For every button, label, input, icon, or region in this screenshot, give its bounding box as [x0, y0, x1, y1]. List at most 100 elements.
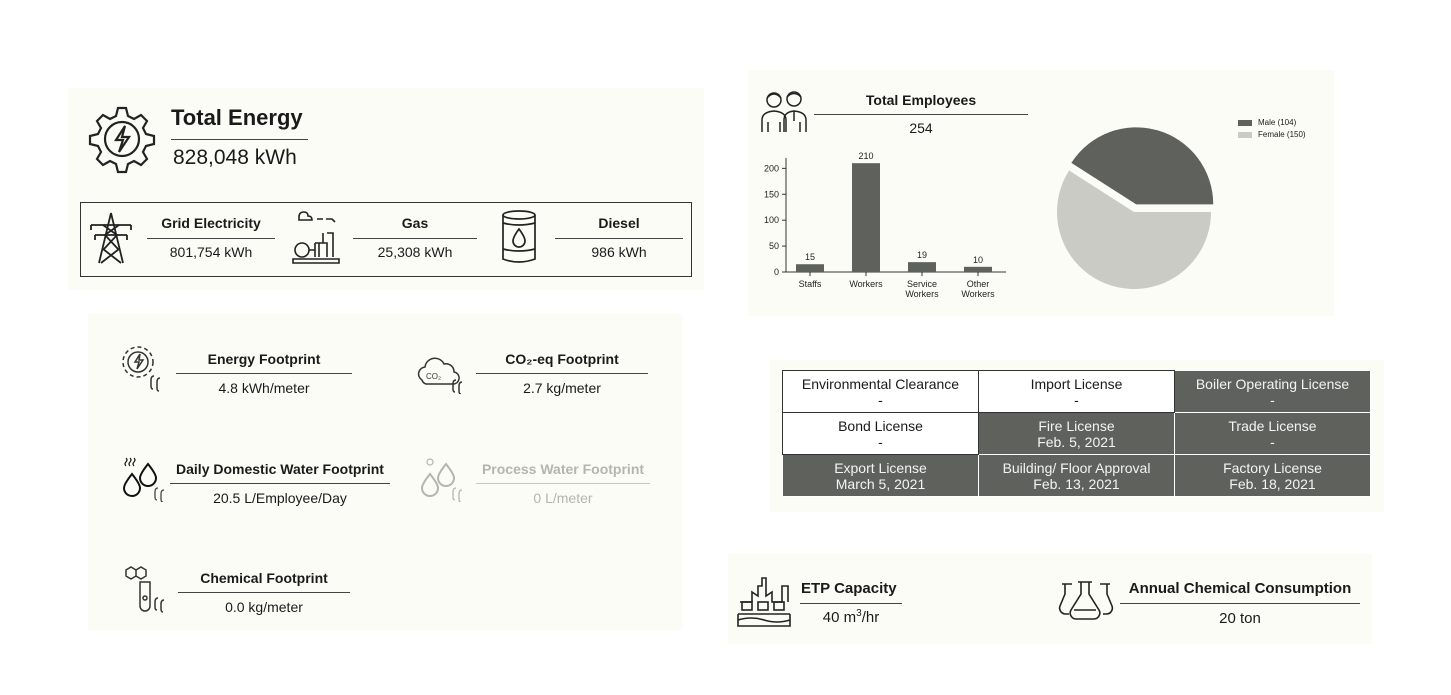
co2-footprint-label: CO₂-eq Footprint: [505, 351, 619, 367]
license-cell: Fire License Feb. 5, 2021: [978, 412, 1175, 455]
chemical-footprint-icon: [125, 566, 165, 613]
grid-electricity-rule: [147, 238, 275, 239]
etp-capacity-label: ETP Capacity: [801, 580, 897, 597]
license-date: -: [878, 391, 883, 408]
pie-slice: [1071, 127, 1214, 205]
employee-bar-chart: 05010015020015Staffs210Workers19ServiceW…: [764, 151, 1006, 299]
bar: [796, 264, 824, 272]
license-name: Building/ Floor Approval: [1002, 459, 1151, 476]
energy-footprint-value: 4.8 kWh/meter: [218, 380, 310, 396]
license-cell: Import License -: [978, 370, 1175, 413]
pie-legend: Male (104) Female (150): [1238, 117, 1306, 141]
license-cell: Bond License -: [782, 412, 979, 455]
total-employees-rule: [814, 114, 1028, 115]
etp-plant-icon: [737, 577, 791, 627]
legend-swatch-female: [1238, 132, 1252, 138]
license-row: Environmental Clearance - Import License - B…: [782, 370, 1371, 413]
co2-footprint-value: 2.7 kg/meter: [523, 380, 601, 396]
license-name: Boiler Operating License: [1195, 375, 1350, 392]
etp-capacity-number: 40 m: [822, 609, 857, 626]
license-cell: Factory License Feb. 18, 2021: [1174, 454, 1371, 497]
bar: [964, 266, 992, 272]
bar-value-label: 10: [973, 255, 983, 265]
total-energy-rule: [171, 139, 308, 140]
y-tick-label: 150: [764, 189, 779, 199]
legend-label-male: Male (104): [1258, 118, 1297, 127]
energy-footprint-label: Energy Footprint: [207, 351, 321, 367]
y-tick-label: 200: [764, 163, 779, 173]
license-cell: Environmental Clearance -: [782, 370, 979, 413]
total-energy-panel: Total Energy 828,048 kWh Grid Electricit…: [68, 88, 704, 290]
license-cell: Export License March 5, 2021: [782, 454, 979, 497]
license-name: Export License: [834, 459, 927, 476]
bar-value-label: 210: [858, 151, 873, 161]
license-date: March 5, 2021: [835, 475, 926, 492]
x-tick-label: Workers: [905, 289, 939, 299]
bar: [908, 262, 936, 272]
annual-chemical-value: 20 ton: [1219, 610, 1261, 627]
domestic-water-icon: [122, 457, 165, 502]
license-date: -: [878, 433, 883, 450]
total-employees-title: Total Employees: [865, 92, 977, 108]
co2-icon-text: CO₂: [426, 372, 441, 381]
license-date: Feb. 18, 2021: [1229, 475, 1316, 492]
process-water-icon: [420, 458, 463, 502]
annual-chemical-rule: [1120, 603, 1360, 604]
energy-footprint-icon: [122, 346, 161, 392]
process-water-value: 0 L/meter: [533, 490, 593, 506]
process-water-label: Process Water Footprint: [481, 461, 645, 477]
chemical-footprint-label: Chemical Footprint: [200, 570, 328, 586]
license-name: Import License: [1030, 375, 1123, 392]
gas-plant-icon: [292, 211, 340, 264]
domestic-water-rule: [170, 483, 390, 484]
etp-capacity-rule: [800, 603, 902, 604]
bar-value-label: 19: [917, 250, 927, 260]
gas-value: 25,308 kWh: [377, 244, 453, 260]
energy-gear-icon: [88, 106, 156, 174]
license-date: Feb. 5, 2021: [1037, 433, 1116, 450]
bar-value-label: 15: [805, 252, 815, 262]
diesel-value: 986 kWh: [591, 244, 647, 260]
license-date: -: [1270, 433, 1275, 450]
etp-capacity-sup: 3: [856, 608, 862, 619]
co2-cloud-icon: CO₂: [417, 357, 463, 394]
y-tick-label: 100: [764, 215, 779, 225]
energy-sources-box: Grid Electricity 801,754 kWh Gas 25,308 …: [80, 202, 692, 277]
gas-rule: [353, 238, 477, 239]
chemical-footprint-rule: [178, 592, 350, 593]
x-tick-label: Other: [967, 279, 990, 289]
total-energy-title: Total Energy: [171, 105, 303, 130]
energy-footprint-rule: [176, 373, 352, 374]
process-water-rule: [476, 483, 650, 484]
annual-chemical-label: Annual Chemical Consumption: [1128, 580, 1352, 597]
etp-capacity-value: 40 m3/hr: [800, 608, 902, 626]
license-date: -: [1270, 391, 1275, 408]
license-date: Feb. 13, 2021: [1033, 475, 1120, 492]
gas-label: Gas: [401, 215, 429, 231]
total-employees-value: 254: [909, 120, 933, 136]
legend-label-female: Female (150): [1258, 130, 1306, 139]
domestic-water-value: 20.5 L/Employee/Day: [213, 490, 347, 506]
grid-electricity-value: 801,754 kWh: [169, 244, 253, 260]
y-tick-label: 0: [774, 267, 779, 277]
chemical-footprint-value: 0.0 kg/meter: [225, 599, 303, 615]
x-tick-label: Staffs: [799, 279, 822, 289]
license-name: Trade License: [1228, 417, 1317, 434]
y-tick-label: 50: [769, 241, 779, 251]
license-name: Bond License: [838, 417, 923, 434]
x-tick-label: Service: [907, 279, 937, 289]
license-row: Export License March 5, 2021 Building/ Flo…: [782, 454, 1371, 497]
gender-pie-chart: [1057, 127, 1214, 290]
etp-panel: ETP Capacity 40 m3/hr Annual Chemical Co…: [728, 554, 1372, 644]
license-row: Bond License - Fire License Feb. 5, 2021 Tra…: [782, 412, 1371, 455]
x-tick-label: Workers: [961, 289, 995, 299]
legend-item-male: Male (104): [1238, 117, 1306, 129]
co2-footprint-rule: [476, 373, 648, 374]
license-cell: Trade License -: [1174, 412, 1371, 455]
license-name: Fire License: [1038, 417, 1115, 434]
employees-icon: [761, 91, 807, 132]
oil-barrel-icon: [502, 210, 536, 263]
power-tower-icon: [90, 212, 132, 264]
license-date: -: [1074, 391, 1079, 408]
footprint-panel: Energy Footprint 4.8 kWh/meter CO₂ CO₂-e…: [88, 314, 682, 630]
